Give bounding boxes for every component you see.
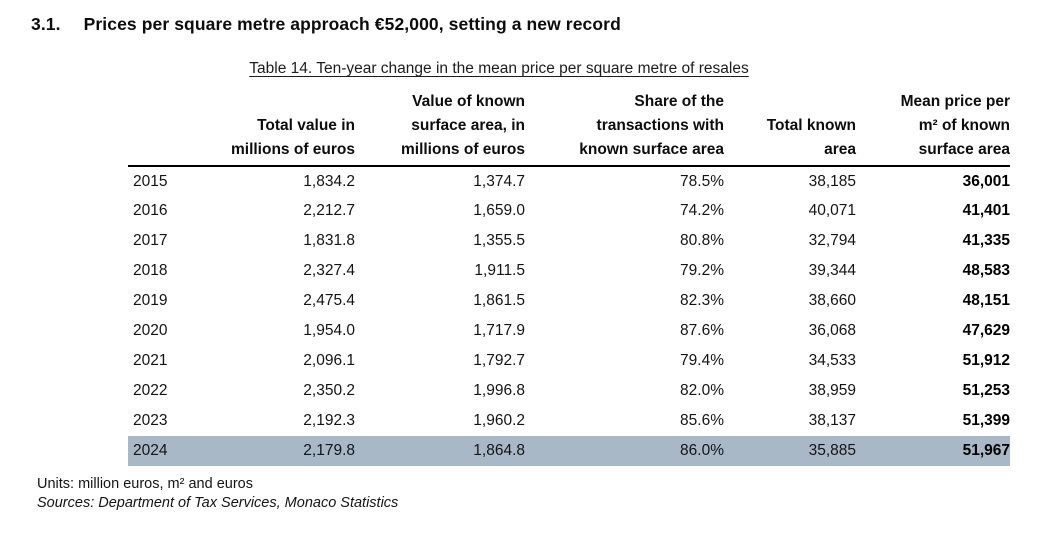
value-cell: 41,335 xyxy=(962,232,1010,249)
year-cell: 2019 xyxy=(133,292,168,309)
year-cell: 2021 xyxy=(133,352,168,369)
value-cell: 2,179.8 xyxy=(190,436,355,466)
year-column-header xyxy=(128,90,190,167)
table-caption-row: Table 14. Ten-year change in the mean pr… xyxy=(0,60,1044,78)
value-cell: 51,912 xyxy=(962,352,1010,369)
year-cell: 2018 xyxy=(133,262,168,279)
value-cell: 2,327.4 xyxy=(303,262,355,279)
section-heading: 3.1. Prices per square metre approach €52… xyxy=(0,0,1044,35)
year-cell: 2020 xyxy=(133,322,168,339)
year-cell: 2022 xyxy=(133,382,168,399)
table-row: 2015 1,834.2 1,374.7 78.5% 38,185 36,001 xyxy=(128,166,1010,196)
value-cell: 38,660 xyxy=(808,292,856,309)
value-cell: 80.8% xyxy=(680,232,724,249)
column-header: Share of the transactions with known surfa… xyxy=(525,90,724,167)
value-cell: 39,344 xyxy=(808,262,856,279)
value-cell: 36,068 xyxy=(808,322,856,339)
value-cell: 36,001 xyxy=(962,172,1010,190)
value-cell: 34,533 xyxy=(808,352,856,369)
value-cell: 41,401 xyxy=(962,202,1010,219)
table-row: 2020 1,954.0 1,717.9 87.6% 36,068 47,629 xyxy=(128,316,1010,346)
value-cell: 1,911.5 xyxy=(474,262,525,279)
table-row: 2022 2,350.2 1,996.8 82.0% 38,959 51,253 xyxy=(128,376,1010,406)
value-cell: 38,185 xyxy=(808,172,856,190)
table-row: 2024 2,179.8 1,864.8 86.0% 35,885 51,967 xyxy=(128,436,1010,466)
value-cell: 51,967 xyxy=(856,436,1010,466)
value-cell: 1,717.9 xyxy=(473,322,525,339)
value-cell: 1,374.7 xyxy=(473,172,525,190)
column-header: Total value in millions of euros xyxy=(190,90,355,167)
value-cell: 1,954.0 xyxy=(303,322,355,339)
value-cell: 38,959 xyxy=(808,382,856,399)
year-cell: 2017 xyxy=(133,232,168,249)
value-cell: 86.0% xyxy=(525,436,724,466)
section-number: 3.1. xyxy=(31,14,61,34)
value-cell: 1,355.5 xyxy=(473,232,525,249)
sources-note: Sources: Department of Tax Services, Mon… xyxy=(37,495,399,511)
table-row: 2019 2,475.4 1,861.5 82.3% 38,660 48,151 xyxy=(128,286,1010,316)
value-cell: 1,834.2 xyxy=(303,172,355,190)
year-cell: 2024 xyxy=(128,436,190,466)
table-row: 2018 2,327.4 1,911.5 79.2% 39,344 48,583 xyxy=(128,256,1010,286)
table-body: 2015 1,834.2 1,374.7 78.5% 38,185 36,001 2016 2… xyxy=(128,166,1010,466)
value-cell: 40,071 xyxy=(808,202,856,219)
table-row: 2023 2,192.3 1,960.2 85.6% 38,137 51,399 xyxy=(128,406,1010,436)
value-cell: 48,151 xyxy=(962,292,1010,309)
value-cell: 1,996.8 xyxy=(473,382,525,399)
table-caption: Table 14. Ten-year change in the mean pr… xyxy=(249,60,749,77)
value-cell: 74.2% xyxy=(680,202,724,219)
column-header: Mean price per m² of known surface area xyxy=(856,90,1010,167)
table-row: 2021 2,096.1 1,792.7 79.4% 34,533 51,912 xyxy=(128,346,1010,376)
value-cell: 47,629 xyxy=(962,322,1010,339)
table-header-row: Total value in millions of euros Value of … xyxy=(128,90,1010,167)
value-cell: 51,253 xyxy=(962,382,1010,399)
footnotes: Units: million euros, m² and euros Sourc… xyxy=(37,475,1044,513)
value-cell: 2,350.2 xyxy=(303,382,355,399)
value-cell: 1,831.8 xyxy=(303,232,355,249)
value-cell: 1,864.8 xyxy=(355,436,525,466)
value-cell: 35,885 xyxy=(724,436,856,466)
table-row: 2017 1,831.8 1,355.5 80.8% 32,794 41,335 xyxy=(128,226,1010,256)
value-cell: 48,583 xyxy=(962,262,1010,279)
year-cell: 2016 xyxy=(133,202,168,219)
value-cell: 2,192.3 xyxy=(303,412,355,429)
section-title: Prices per square metre approach €52,000… xyxy=(83,14,621,34)
value-cell: 2,212.7 xyxy=(303,202,355,219)
value-cell: 2,096.1 xyxy=(303,352,355,369)
value-cell: 82.0% xyxy=(680,382,724,399)
value-cell: 1,659.0 xyxy=(473,202,525,219)
units-note: Units: million euros, m² and euros xyxy=(37,476,253,492)
value-cell: 78.5% xyxy=(680,172,724,190)
value-cell: 1,960.2 xyxy=(473,412,525,429)
value-cell: 38,137 xyxy=(808,412,856,429)
year-cell: 2015 xyxy=(133,172,168,190)
value-cell: 79.4% xyxy=(680,352,724,369)
value-cell: 1,792.7 xyxy=(473,352,525,369)
value-cell: 87.6% xyxy=(680,322,724,339)
value-cell: 1,861.5 xyxy=(473,292,525,309)
value-cell: 85.6% xyxy=(680,412,724,429)
year-cell: 2023 xyxy=(133,412,168,429)
value-cell: 82.3% xyxy=(680,292,724,309)
column-header: Total known area xyxy=(724,90,856,167)
value-cell: 32,794 xyxy=(808,232,856,249)
value-cell: 51,399 xyxy=(962,412,1010,429)
value-cell: 2,475.4 xyxy=(303,292,355,309)
table-row: 2016 2,212.7 1,659.0 74.2% 40,071 41,401 xyxy=(128,196,1010,226)
value-cell: 79.2% xyxy=(680,262,724,279)
resales-table: Total value in millions of euros Value of … xyxy=(128,90,1010,466)
column-header: Value of known surface area, in millions o… xyxy=(355,90,525,167)
